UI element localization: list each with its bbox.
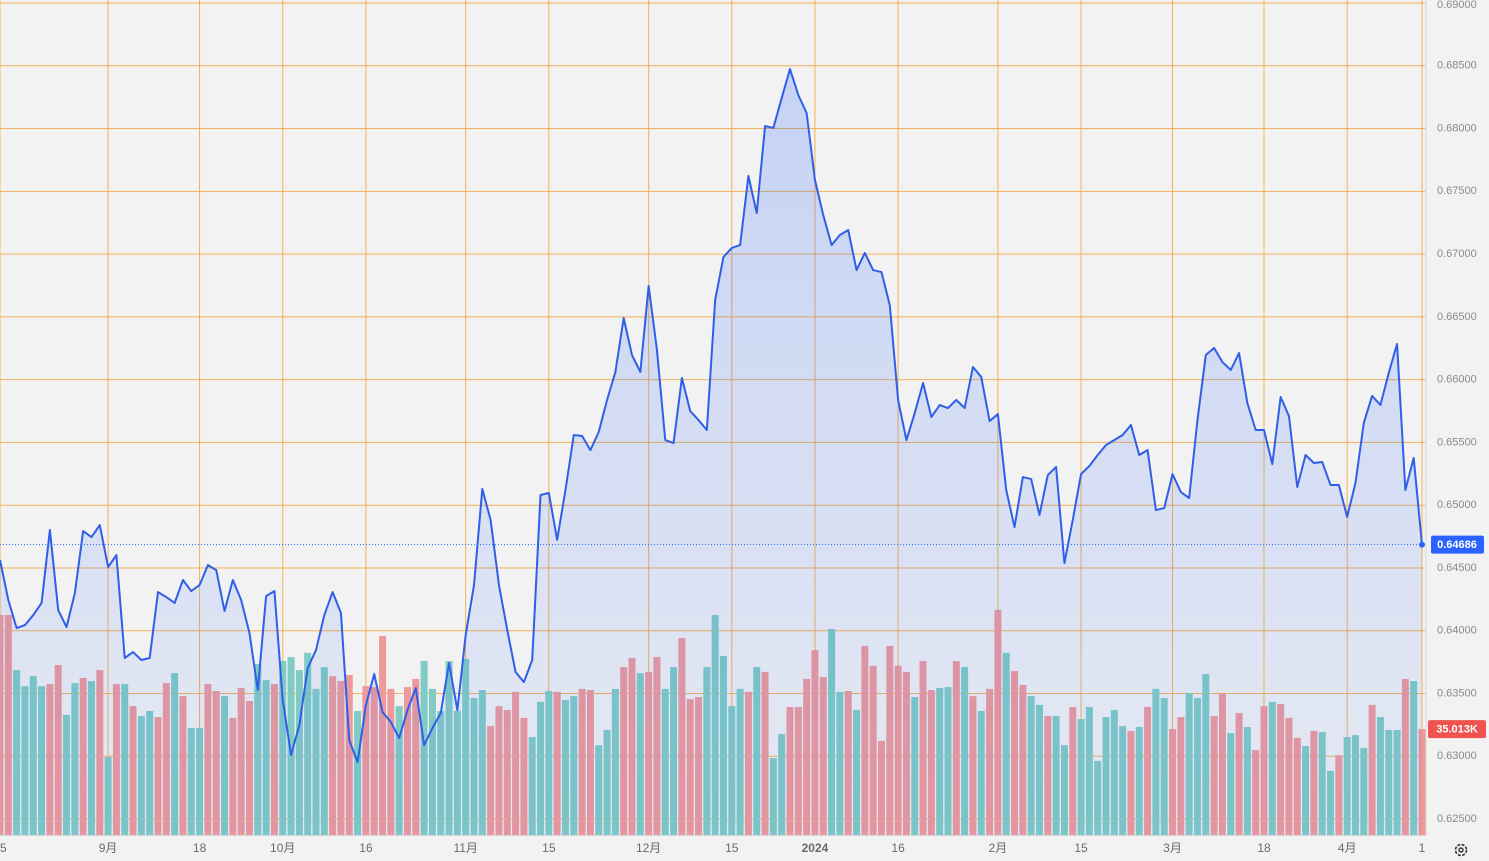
- volume-badge-bg: [1428, 720, 1486, 739]
- volume-badge-label: 35.013K: [1436, 723, 1478, 735]
- y-tick-label: 0.66500: [1437, 311, 1477, 323]
- y-tick-label: 0.64000: [1437, 625, 1477, 637]
- last-price-badge-label: 0.64686: [1437, 539, 1477, 551]
- price-line: [0, 68, 1423, 764]
- x-tick-label: 15: [542, 841, 556, 855]
- x-tick-label: 5: [0, 841, 7, 855]
- y-tick-label: 0.69000: [1437, 0, 1477, 11]
- y-tick-label: 0.68000: [1437, 122, 1477, 134]
- volume-badge: 35.013K: [1428, 720, 1486, 739]
- x-tick-label: 18: [193, 841, 207, 855]
- x-tick-label: 15: [1074, 841, 1088, 855]
- settings-button[interactable]: [1454, 843, 1468, 857]
- gear-center: [1458, 847, 1464, 853]
- last-price-badge-bg: [1431, 535, 1484, 554]
- last-price-dot: [1419, 541, 1425, 548]
- x-tick-label: 2024: [802, 841, 829, 855]
- y-tick-label: 0.63000: [1437, 750, 1477, 762]
- x-tick-label: 10月: [270, 841, 295, 855]
- y-tick-label: 0.65000: [1437, 499, 1477, 511]
- y-tick-label: 0.64500: [1437, 562, 1477, 574]
- x-tick-label: 2月: [989, 841, 1008, 855]
- x-tick-label: 16: [359, 841, 373, 855]
- x-tick-label: 12月: [636, 841, 661, 855]
- x-tick-label: 15: [725, 841, 739, 855]
- y-tick-label: 0.62500: [1437, 813, 1477, 825]
- x-tick-label: 18: [1257, 841, 1271, 855]
- x-tick-label: 16: [891, 841, 905, 855]
- last-price-badge: 0.64686: [1431, 535, 1484, 554]
- gear-outline: [1454, 843, 1468, 857]
- x-tick-label: 1: [1419, 841, 1426, 855]
- y-tick-label: 0.66000: [1437, 374, 1477, 386]
- y-tick-label: 0.67000: [1437, 248, 1477, 260]
- volume-bar: [287, 657, 295, 835]
- y-tick-label: 0.65500: [1437, 436, 1477, 448]
- x-tick-label: 3月: [1163, 841, 1182, 855]
- area-fill: [0, 69, 1422, 836]
- y-tick-label: 0.68500: [1437, 60, 1477, 72]
- x-tick-label: 4月: [1338, 841, 1357, 855]
- price-area: [0, 68, 1425, 836]
- y-tick-label: 0.67500: [1437, 185, 1477, 197]
- x-tick-label: 9月: [99, 841, 118, 855]
- y-tick-label: 0.63500: [1437, 687, 1477, 699]
- x-tick-label: 11月: [453, 841, 477, 855]
